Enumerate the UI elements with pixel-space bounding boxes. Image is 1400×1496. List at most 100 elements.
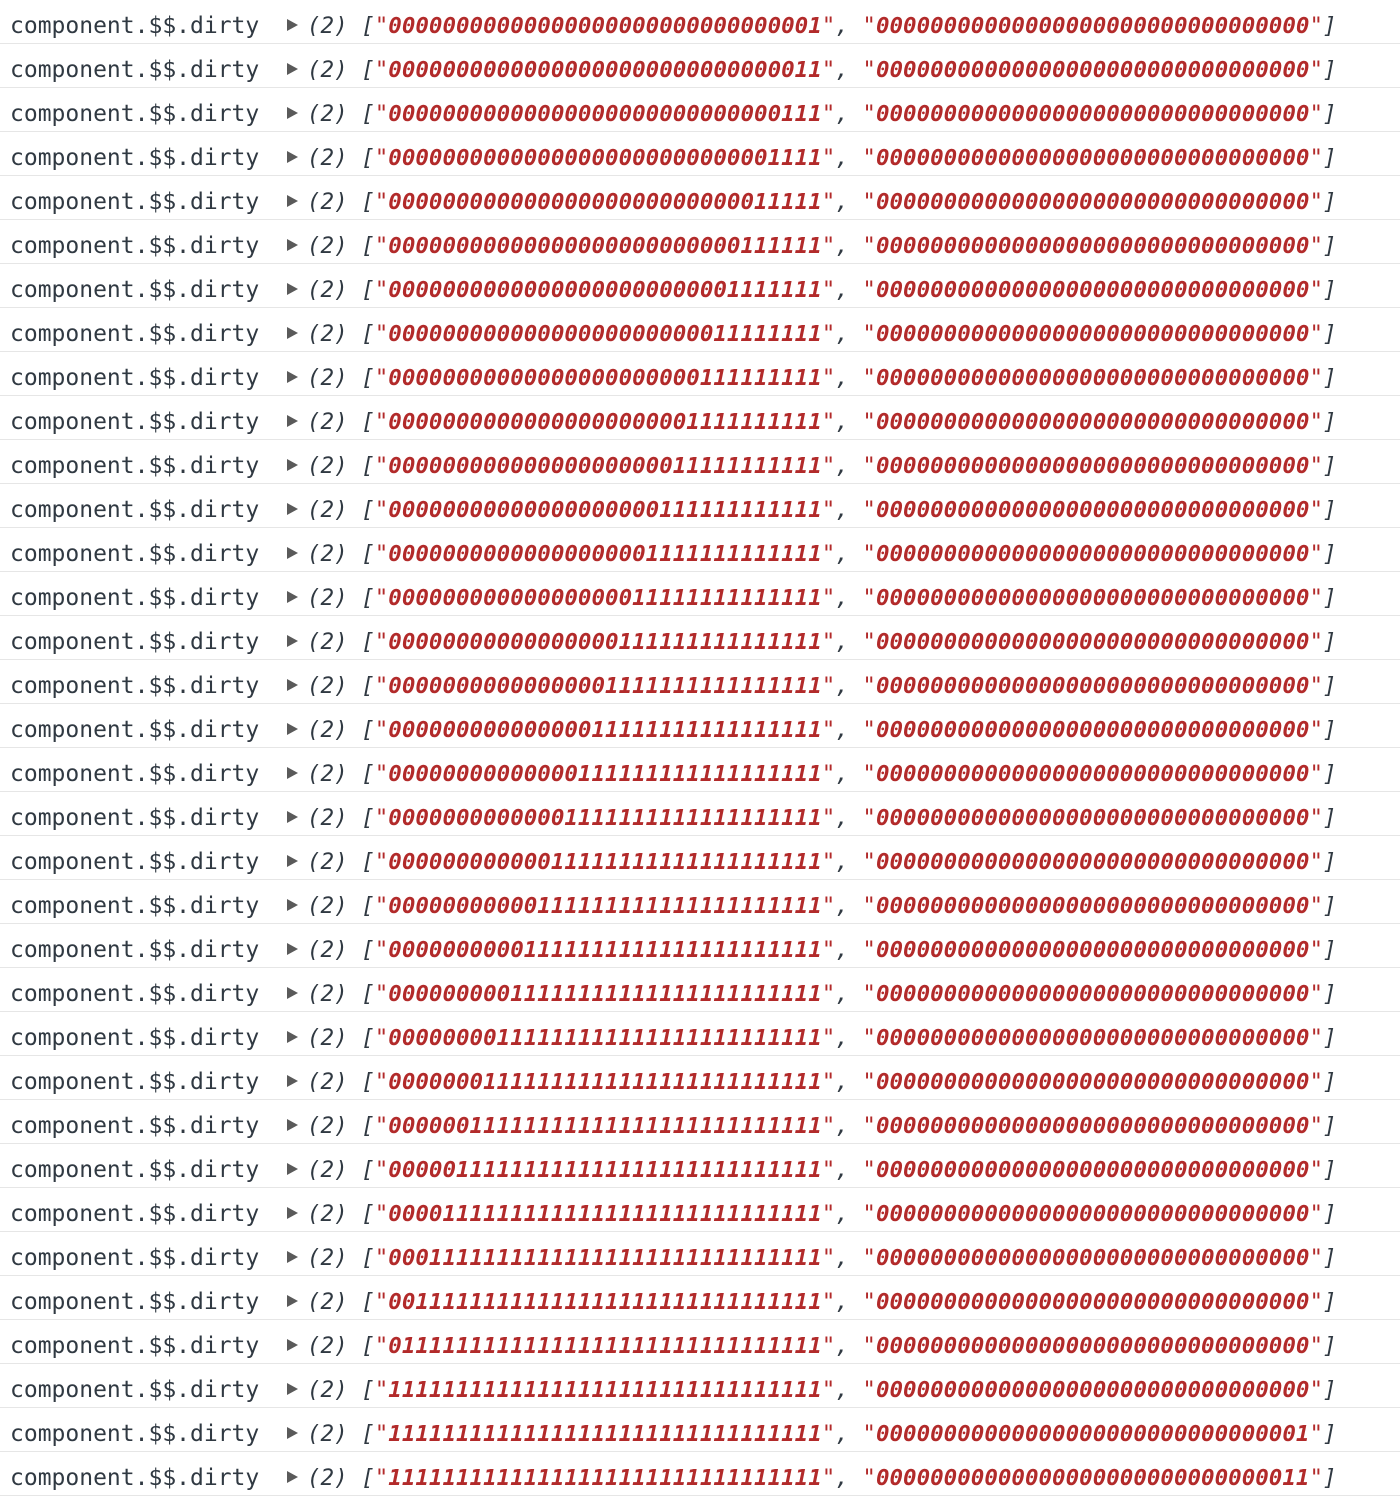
triangle-right-icon[interactable] bbox=[287, 283, 298, 295]
array-preview[interactable]: (2) ["01111111111111111111111111111111",… bbox=[307, 1333, 1337, 1359]
array-preview[interactable]: (2) ["00000111111111111111111111111111",… bbox=[307, 1157, 1337, 1183]
triangle-right-icon[interactable] bbox=[287, 327, 298, 339]
array-preview[interactable]: (2) ["00000000000000000000000000011111",… bbox=[307, 189, 1337, 215]
array-length: (2) bbox=[307, 57, 348, 83]
console-log-row: component.$$.dirty (2) ["1111111111111111… bbox=[0, 1408, 1400, 1452]
array-item-first: 00000000000000111111111111111111 bbox=[388, 761, 822, 787]
array-preview[interactable]: (2) ["00000000000000000000000000001111",… bbox=[307, 145, 1337, 171]
triangle-right-icon[interactable] bbox=[287, 239, 298, 251]
array-preview[interactable]: (2) ["00000000111111111111111111111111",… bbox=[307, 1025, 1337, 1051]
close-bracket: ] bbox=[1322, 321, 1337, 347]
triangle-right-icon[interactable] bbox=[287, 1427, 298, 1439]
array-preview[interactable]: (2) ["00000000000000000011111111111111",… bbox=[307, 585, 1337, 611]
triangle-right-icon[interactable] bbox=[287, 1339, 298, 1351]
open-bracket: [ bbox=[361, 1421, 375, 1447]
array-preview[interactable]: (2) ["00000000000000000000000000111111",… bbox=[307, 233, 1337, 259]
triangle-right-icon[interactable] bbox=[287, 1163, 298, 1175]
triangle-right-icon[interactable] bbox=[287, 635, 298, 647]
open-bracket: [ bbox=[361, 541, 375, 567]
console-log-row: component.$$.dirty (2) ["0000000000000000… bbox=[0, 396, 1400, 440]
console-log-row: component.$$.dirty (2) ["0001111111111111… bbox=[0, 1232, 1400, 1276]
triangle-right-icon[interactable] bbox=[287, 195, 298, 207]
array-preview[interactable]: (2) ["00000011111111111111111111111111",… bbox=[307, 1113, 1337, 1139]
open-bracket: [ bbox=[361, 1201, 375, 1227]
triangle-right-icon[interactable] bbox=[287, 1031, 298, 1043]
array-preview[interactable]: (2) ["11111111111111111111111111111111",… bbox=[307, 1465, 1337, 1491]
log-label: component.$$.dirty bbox=[10, 189, 260, 215]
close-bracket: ] bbox=[1322, 1069, 1337, 1095]
triangle-right-icon[interactable] bbox=[287, 1251, 298, 1263]
array-preview[interactable]: (2) ["00000000000000111111111111111111",… bbox=[307, 761, 1337, 787]
array-preview[interactable]: (2) ["00001111111111111111111111111111",… bbox=[307, 1201, 1337, 1227]
array-preview[interactable]: (2) ["00000000000111111111111111111111",… bbox=[307, 893, 1337, 919]
triangle-right-icon[interactable] bbox=[287, 63, 298, 75]
triangle-right-icon[interactable] bbox=[287, 1207, 298, 1219]
triangle-right-icon[interactable] bbox=[287, 1295, 298, 1307]
triangle-right-icon[interactable] bbox=[287, 1471, 298, 1483]
array-preview[interactable]: (2) ["00000000000000000000011111111111",… bbox=[307, 453, 1337, 479]
triangle-right-icon[interactable] bbox=[287, 811, 298, 823]
array-preview[interactable]: (2) ["00000000001111111111111111111111",… bbox=[307, 937, 1337, 963]
array-preview[interactable]: (2) ["00000000000000000000001111111111",… bbox=[307, 409, 1337, 435]
array-preview[interactable]: (2) ["11111111111111111111111111111111",… bbox=[307, 1421, 1337, 1447]
triangle-right-icon[interactable] bbox=[287, 679, 298, 691]
array-preview[interactable]: (2) ["00000000000000000000111111111111",… bbox=[307, 497, 1337, 523]
close-bracket: ] bbox=[1322, 409, 1337, 435]
console-log-row: component.$$.dirty (2) ["1111111111111111… bbox=[0, 1364, 1400, 1408]
array-preview[interactable]: (2) ["00000000000000011111111111111111",… bbox=[307, 717, 1337, 743]
array-preview[interactable]: (2) ["00000000000000000000000111111111",… bbox=[307, 365, 1337, 391]
triangle-right-icon[interactable] bbox=[287, 1383, 298, 1395]
array-item-second: 00000000000000000000000000000011 bbox=[875, 1465, 1310, 1491]
array-preview[interactable]: (2) ["00000000000000000000000000000001",… bbox=[307, 13, 1337, 39]
array-item-first: 00000000011111111111111111111111 bbox=[388, 981, 822, 1007]
array-length: (2) bbox=[307, 849, 348, 875]
array-preview[interactable]: (2) ["00000001111111111111111111111111",… bbox=[307, 1069, 1337, 1095]
triangle-right-icon[interactable] bbox=[287, 547, 298, 559]
array-item-first: 00000000001111111111111111111111 bbox=[388, 937, 822, 963]
array-preview[interactable]: (2) ["11111111111111111111111111111111",… bbox=[307, 1377, 1337, 1403]
array-preview[interactable]: (2) ["00000000000011111111111111111111",… bbox=[307, 849, 1337, 875]
open-bracket: [ bbox=[361, 365, 375, 391]
array-preview[interactable]: (2) ["00000000000000000111111111111111",… bbox=[307, 629, 1337, 655]
console-log-row: component.$$.dirty (2) ["0000000000000000… bbox=[0, 88, 1400, 132]
triangle-right-icon[interactable] bbox=[287, 723, 298, 735]
array-preview[interactable]: (2) ["00000000000000000001111111111111",… bbox=[307, 541, 1337, 567]
triangle-right-icon[interactable] bbox=[287, 107, 298, 119]
log-label: component.$$.dirty bbox=[10, 1421, 260, 1447]
log-label: component.$$.dirty bbox=[10, 1069, 260, 1095]
array-item-second: 00000000000000000000000000000000 bbox=[875, 629, 1310, 655]
array-length: (2) bbox=[307, 1421, 348, 1447]
triangle-right-icon[interactable] bbox=[287, 415, 298, 427]
array-length: (2) bbox=[307, 453, 348, 479]
array-item-second: 00000000000000000000000000000000 bbox=[875, 1201, 1310, 1227]
array-preview[interactable]: (2) ["00000000000000000000000000000111",… bbox=[307, 101, 1337, 127]
array-preview[interactable]: (2) ["00000000000000000000000011111111",… bbox=[307, 321, 1337, 347]
array-preview[interactable]: (2) ["00000000011111111111111111111111",… bbox=[307, 981, 1337, 1007]
triangle-right-icon[interactable] bbox=[287, 503, 298, 515]
triangle-right-icon[interactable] bbox=[287, 943, 298, 955]
array-item-first: 01111111111111111111111111111111 bbox=[388, 1333, 822, 1359]
triangle-right-icon[interactable] bbox=[287, 591, 298, 603]
array-preview[interactable]: (2) ["00000000000000000000000000000011",… bbox=[307, 57, 1337, 83]
array-preview[interactable]: (2) ["00000000000000001111111111111111",… bbox=[307, 673, 1337, 699]
open-bracket: [ bbox=[361, 1245, 375, 1271]
array-preview[interactable]: (2) ["00011111111111111111111111111111",… bbox=[307, 1245, 1337, 1271]
triangle-right-icon[interactable] bbox=[287, 855, 298, 867]
array-length: (2) bbox=[307, 805, 348, 831]
triangle-right-icon[interactable] bbox=[287, 1075, 298, 1087]
triangle-right-icon[interactable] bbox=[287, 987, 298, 999]
array-preview[interactable]: (2) ["00000000000001111111111111111111",… bbox=[307, 805, 1337, 831]
triangle-right-icon[interactable] bbox=[287, 1119, 298, 1131]
array-item-second: 00000000000000000000000000000000 bbox=[875, 1289, 1310, 1315]
triangle-right-icon[interactable] bbox=[287, 899, 298, 911]
triangle-right-icon[interactable] bbox=[287, 371, 298, 383]
array-preview[interactable]: (2) ["00000000000000000000000001111111",… bbox=[307, 277, 1337, 303]
array-item-second: 00000000000000000000000000000000 bbox=[875, 717, 1310, 743]
triangle-right-icon[interactable] bbox=[287, 767, 298, 779]
triangle-right-icon[interactable] bbox=[287, 19, 298, 31]
triangle-right-icon[interactable] bbox=[287, 151, 298, 163]
array-preview[interactable]: (2) ["00111111111111111111111111111111",… bbox=[307, 1289, 1337, 1315]
close-bracket: ] bbox=[1322, 1333, 1337, 1359]
triangle-right-icon[interactable] bbox=[287, 459, 298, 471]
open-bracket: [ bbox=[361, 937, 375, 963]
